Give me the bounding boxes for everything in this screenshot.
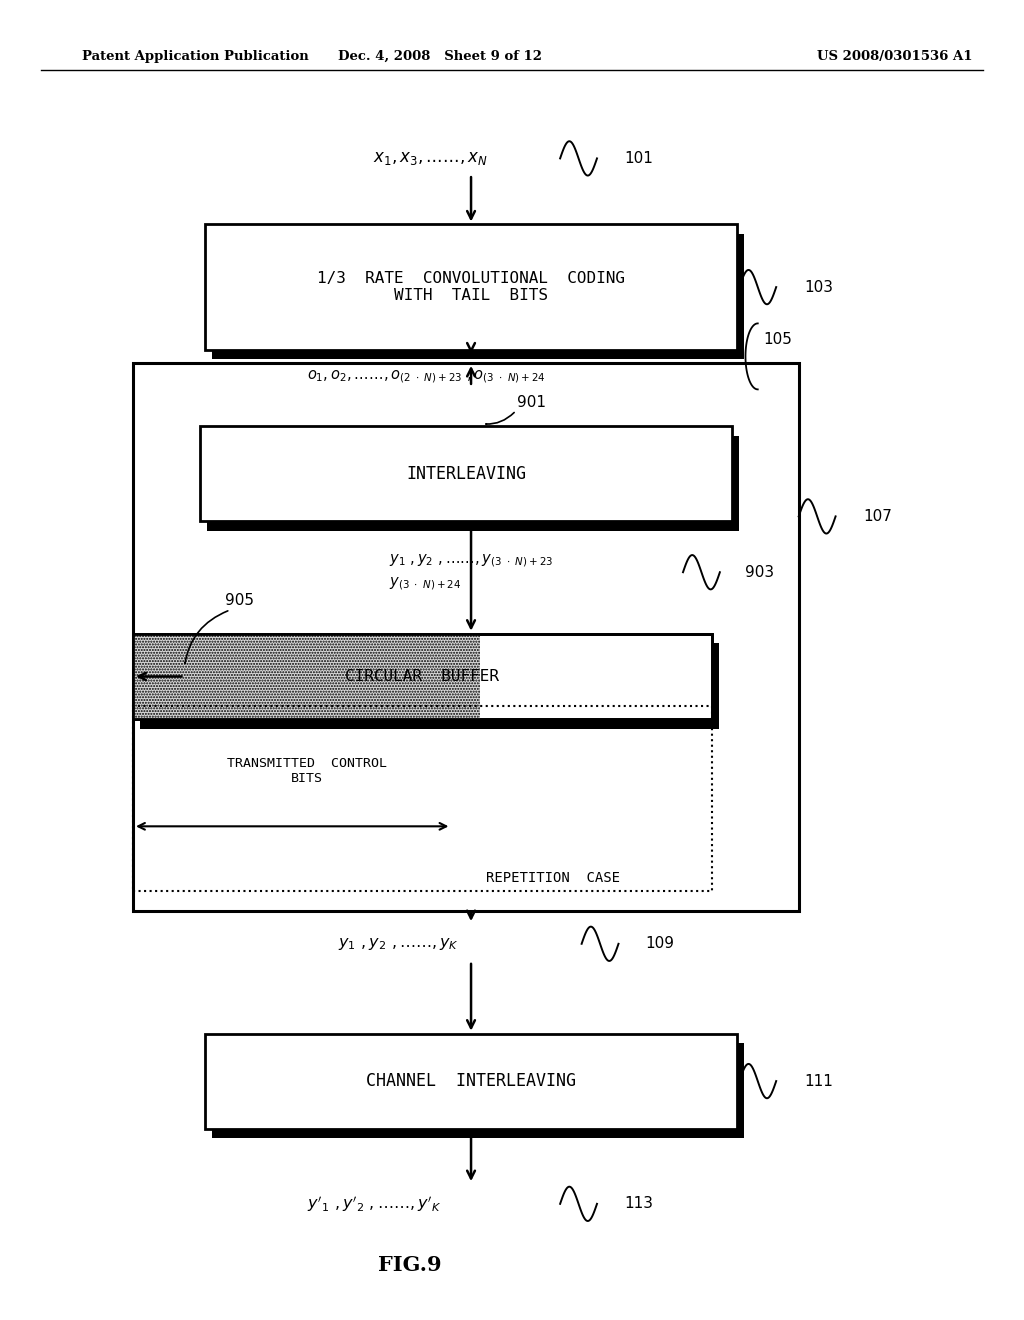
- Text: FIG.9: FIG.9: [378, 1254, 441, 1275]
- Text: REPETITION  CASE: REPETITION CASE: [486, 871, 620, 884]
- Text: Patent Application Publication: Patent Application Publication: [82, 50, 308, 63]
- Text: $x_1,x_3,\ldots\ldots,x_N$: $x_1,x_3,\ldots\ldots,x_N$: [373, 149, 487, 168]
- Text: Dec. 4, 2008   Sheet 9 of 12: Dec. 4, 2008 Sheet 9 of 12: [338, 50, 543, 63]
- Bar: [133, 363, 799, 911]
- Bar: [133, 634, 712, 719]
- Bar: [205, 1034, 737, 1129]
- Text: $y_1\ ,y_2\ ,\ldots\ldots,y_{(3\ \cdot\ N)+23}$: $y_1\ ,y_2\ ,\ldots\ldots,y_{(3\ \cdot\ …: [389, 553, 553, 569]
- Text: 901: 901: [517, 395, 546, 411]
- Text: 101: 101: [625, 150, 653, 166]
- Text: 113: 113: [625, 1196, 653, 1212]
- Text: 103: 103: [804, 280, 833, 294]
- Bar: [207, 436, 739, 531]
- FancyArrowPatch shape: [486, 413, 514, 424]
- Text: $o_1,o_2,\ldots\ldots,o_{(2\ \cdot\ N)+23}\ ,o_{(3\ \cdot\ N)+24}$: $o_1,o_2,\ldots\ldots,o_{(2\ \cdot\ N)+2…: [307, 368, 546, 384]
- Text: CHANNEL  INTERLEAVING: CHANNEL INTERLEAVING: [366, 1072, 577, 1090]
- Bar: [133, 706, 712, 891]
- Text: $y_1\ ,y_2\ ,\ldots\ldots,y_K$: $y_1\ ,y_2\ ,\ldots\ldots,y_K$: [338, 936, 459, 952]
- Bar: [140, 643, 719, 729]
- Text: $y_{(3\ \cdot\ N)+24}$: $y_{(3\ \cdot\ N)+24}$: [389, 576, 461, 591]
- Text: 1/3  RATE  CONVOLUTIONAL  CODING
WITH  TAIL  BITS: 1/3 RATE CONVOLUTIONAL CODING WITH TAIL …: [317, 271, 625, 304]
- Bar: [212, 234, 744, 359]
- Bar: [212, 1043, 744, 1138]
- FancyArrowPatch shape: [184, 611, 227, 664]
- Text: TRANSMITTED  CONTROL
BITS: TRANSMITTED CONTROL BITS: [226, 756, 387, 785]
- Bar: [133, 634, 712, 719]
- Text: 109: 109: [645, 936, 674, 952]
- Bar: [200, 426, 732, 521]
- Text: 903: 903: [745, 565, 774, 579]
- Text: 105: 105: [763, 331, 792, 347]
- Text: INTERLEAVING: INTERLEAVING: [406, 465, 526, 483]
- Text: 905: 905: [225, 593, 254, 609]
- Text: 107: 107: [863, 510, 892, 524]
- Bar: [133, 634, 480, 719]
- Text: 111: 111: [804, 1073, 833, 1089]
- Text: $y'_1\ ,y'_2\ ,\ldots\ldots,y'_K$: $y'_1\ ,y'_2\ ,\ldots\ldots,y'_K$: [307, 1193, 441, 1214]
- Bar: [205, 224, 737, 350]
- Text: CIRCULAR  BUFFER: CIRCULAR BUFFER: [345, 669, 500, 684]
- Text: US 2008/0301536 A1: US 2008/0301536 A1: [817, 50, 973, 63]
